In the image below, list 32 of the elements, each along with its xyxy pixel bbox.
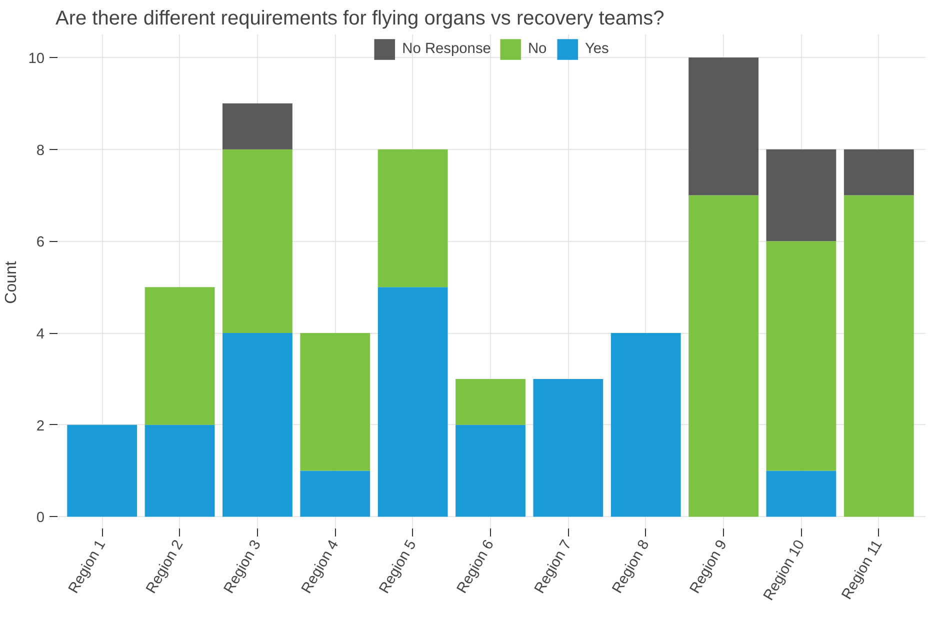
bar [533,378,604,517]
bar [688,57,758,196]
bar [688,195,758,517]
bar [222,103,292,150]
bar [766,470,836,517]
bar [766,149,836,242]
y-axis-title: Count [3,260,20,304]
bar [300,470,370,517]
bar [144,287,215,425]
bar [844,149,914,196]
bar [300,333,370,471]
legend-label: No Response [402,41,491,57]
bar [456,378,526,425]
bar [144,424,215,517]
legend-label: Yes [584,41,609,57]
y-tick-label: 10 [28,50,45,67]
bar [222,333,292,517]
bar [610,333,681,517]
bar [67,424,138,517]
bar [378,287,448,517]
y-tick-label: 4 [36,326,45,343]
chart-title: Are there different requirements for flying organs vs recovery teams? [56,8,664,30]
legend-label: No [528,41,548,57]
bar [844,195,914,517]
y-tick-label: 8 [36,142,45,159]
y-tick-label: 0 [36,510,45,526]
y-tick-label: 2 [36,418,45,434]
bar [766,241,836,471]
bar [378,149,448,288]
bar [456,424,526,517]
bar [222,149,292,334]
y-tick-label: 6 [36,234,45,251]
